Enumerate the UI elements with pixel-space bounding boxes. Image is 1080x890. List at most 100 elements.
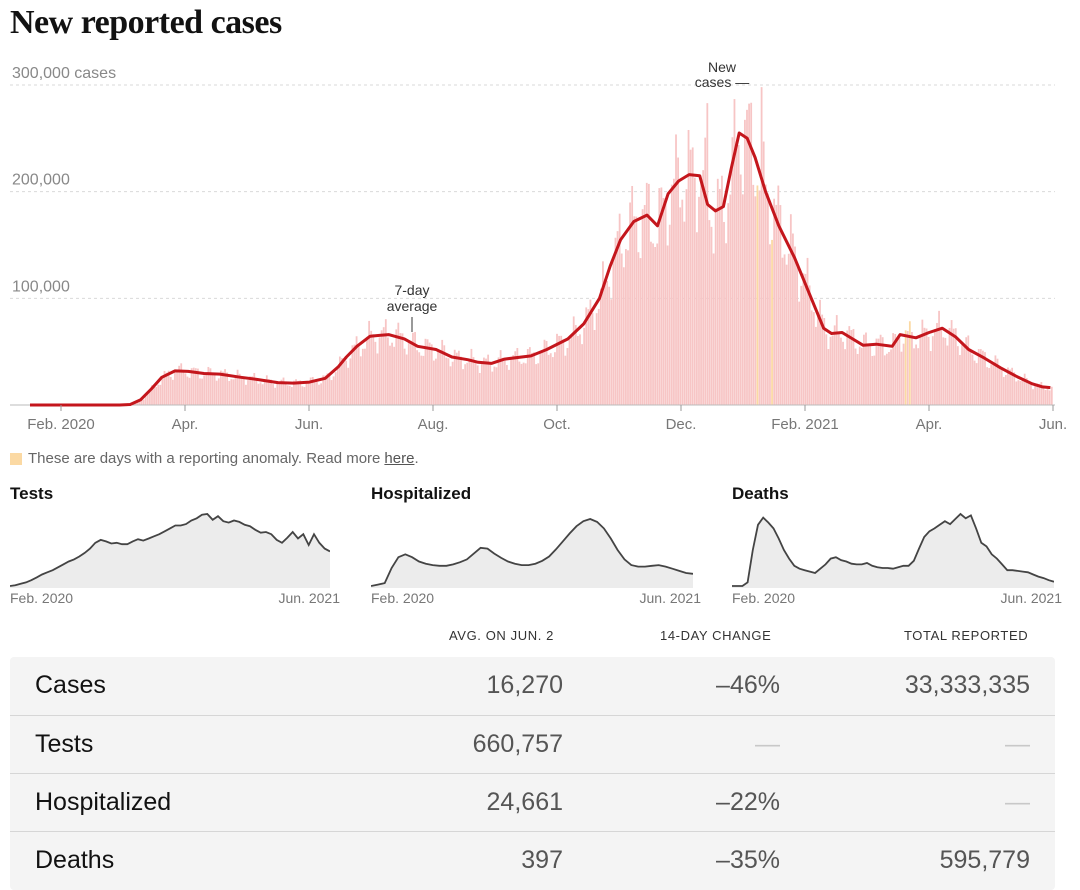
daily-case-bar bbox=[614, 237, 617, 405]
daily-case-bar bbox=[969, 351, 972, 405]
daily-case-bar bbox=[904, 330, 907, 405]
daily-case-bar bbox=[892, 333, 895, 405]
daily-case-bar bbox=[157, 384, 160, 405]
daily-case-bar bbox=[869, 346, 872, 405]
daily-case-bar bbox=[996, 358, 999, 405]
read-more-link[interactable]: here bbox=[384, 450, 415, 467]
daily-case-bar bbox=[268, 379, 270, 405]
daily-case-bar bbox=[224, 369, 226, 405]
daily-case-bar bbox=[499, 350, 502, 405]
daily-case-bar bbox=[136, 401, 139, 405]
daily-case-bar bbox=[627, 250, 629, 405]
daily-case-bar bbox=[153, 386, 155, 405]
daily-case-bar bbox=[1017, 380, 1020, 405]
daily-case-bar bbox=[986, 367, 988, 405]
daily-case-bar bbox=[660, 187, 663, 405]
daily-case-bar bbox=[483, 357, 485, 405]
daily-case-bar bbox=[556, 333, 558, 405]
daily-case-bar bbox=[902, 343, 905, 405]
daily-case-bar bbox=[679, 207, 682, 405]
sparkline-line bbox=[10, 513, 330, 587]
daily-case-bar bbox=[704, 137, 707, 405]
daily-case-bar bbox=[138, 400, 141, 405]
daily-case-bar bbox=[407, 340, 410, 405]
daily-case-bar bbox=[961, 344, 963, 405]
daily-case-bar bbox=[501, 357, 504, 405]
summary-table: Cases 16,270 –46% 33,333,335 Tests 660,7… bbox=[10, 657, 1055, 890]
daily-case-bar bbox=[197, 368, 199, 405]
daily-case-bar bbox=[322, 375, 325, 405]
daily-case-bar bbox=[662, 197, 665, 405]
daily-case-bar bbox=[245, 384, 247, 405]
annotation-cases-label: New bbox=[708, 59, 737, 75]
daily-case-bar bbox=[391, 342, 393, 405]
summary-row-cases: Cases 16,270 –46% 33,333,335 bbox=[10, 657, 1055, 715]
daily-case-bar bbox=[921, 319, 924, 405]
daily-case-bar bbox=[188, 377, 191, 405]
daily-case-bar bbox=[708, 220, 711, 405]
daily-case-bar bbox=[698, 196, 700, 405]
daily-case-bar bbox=[522, 362, 525, 405]
daily-case-bar bbox=[925, 328, 928, 405]
daily-case-bar bbox=[149, 390, 151, 405]
daily-case-bar bbox=[255, 378, 258, 405]
tests-start-label: Feb. 2020 bbox=[10, 590, 74, 606]
daily-case-bar bbox=[474, 362, 477, 405]
daily-case-bar bbox=[908, 321, 911, 405]
daily-case-bar bbox=[998, 367, 1001, 405]
daily-case-bar bbox=[514, 351, 517, 405]
daily-case-bar bbox=[760, 87, 763, 405]
row-label: Hospitalized bbox=[35, 788, 172, 816]
daily-case-bar bbox=[789, 214, 792, 405]
daily-case-bar bbox=[739, 174, 742, 405]
daily-case-bar bbox=[405, 354, 408, 405]
daily-case-bar bbox=[873, 355, 876, 405]
daily-case-bar bbox=[802, 273, 805, 405]
daily-case-bar bbox=[543, 339, 546, 405]
daily-case-bar bbox=[677, 157, 679, 405]
daily-case-bar bbox=[418, 352, 421, 405]
daily-case-bar bbox=[815, 326, 817, 405]
daily-case-bar bbox=[771, 239, 773, 405]
daily-case-bar bbox=[159, 384, 162, 405]
daily-case-bar bbox=[364, 348, 366, 405]
daily-case-bar bbox=[744, 119, 746, 405]
daily-case-bar bbox=[485, 358, 487, 405]
daily-case-bar bbox=[570, 334, 573, 405]
daily-case-bar bbox=[982, 350, 984, 405]
daily-case-bar bbox=[1030, 383, 1032, 405]
summary-row-tests: Tests 660,757 — — bbox=[10, 715, 1055, 774]
daily-case-bar bbox=[468, 358, 471, 405]
hospitalized-sparkline bbox=[371, 518, 693, 588]
daily-case-bar bbox=[178, 365, 181, 405]
daily-case-bar bbox=[247, 380, 249, 405]
daily-case-bar bbox=[355, 336, 358, 405]
daily-case-bar bbox=[199, 378, 201, 405]
daily-case-bar bbox=[203, 375, 206, 405]
daily-case-bar bbox=[915, 344, 917, 405]
row-change: — bbox=[755, 730, 780, 758]
summary-header: AVG. ON JUN. 2 14-DAY CHANGE TOTAL REPOR… bbox=[0, 628, 1080, 648]
daily-case-bar bbox=[992, 364, 995, 405]
daily-case-bar bbox=[508, 369, 510, 405]
daily-case-bar bbox=[758, 190, 761, 405]
daily-case-bar bbox=[541, 350, 544, 405]
daily-case-bar bbox=[234, 376, 237, 405]
daily-case-bar bbox=[1025, 378, 1028, 405]
daily-case-bar bbox=[854, 348, 857, 405]
daily-case-bar bbox=[625, 249, 627, 405]
daily-case-bar bbox=[443, 345, 446, 405]
daily-case-bar bbox=[883, 355, 886, 405]
daily-case-bar bbox=[1007, 367, 1009, 405]
daily-case-bar bbox=[863, 334, 865, 405]
daily-case-bar bbox=[186, 376, 189, 405]
daily-case-bar bbox=[274, 387, 277, 405]
row-total: — bbox=[1005, 730, 1030, 758]
daily-case-bar bbox=[332, 376, 335, 405]
daily-case-bar bbox=[207, 366, 210, 405]
daily-case-bar bbox=[299, 380, 302, 405]
daily-case-bar bbox=[691, 147, 694, 405]
daily-case-bar bbox=[236, 369, 239, 405]
daily-case-bar bbox=[324, 375, 327, 405]
daily-case-bar bbox=[547, 354, 550, 405]
